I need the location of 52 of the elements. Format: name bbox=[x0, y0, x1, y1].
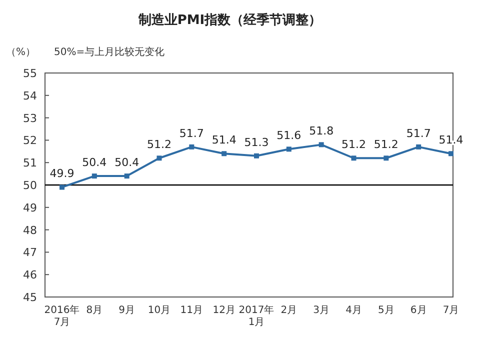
y-tick-label: 55 bbox=[23, 67, 37, 80]
y-axis-title: （%） bbox=[6, 47, 36, 58]
y-tick-label: 48 bbox=[23, 224, 37, 237]
data-label: 49.9 bbox=[50, 167, 74, 180]
point bbox=[156, 156, 162, 161]
point bbox=[416, 144, 422, 150]
point bbox=[92, 174, 97, 179]
point bbox=[189, 144, 194, 150]
data-label: 51.8 bbox=[309, 124, 334, 138]
x-tick-label: 12月 bbox=[212, 305, 236, 316]
data-label: 51.4 bbox=[212, 134, 236, 147]
x-tick-label: 3月 bbox=[313, 305, 330, 316]
x-tick-label: 5月 bbox=[378, 305, 394, 316]
data-label: 50.4 bbox=[114, 156, 140, 170]
point bbox=[124, 174, 130, 179]
x-tick-label: 10月 bbox=[148, 305, 171, 316]
point bbox=[254, 153, 259, 158]
x-tick-label: 9月 bbox=[118, 305, 136, 316]
point bbox=[60, 184, 64, 190]
y-tick-label: 46 bbox=[23, 268, 37, 282]
data-label: 51.7 bbox=[406, 126, 431, 140]
data-label: 51.7 bbox=[179, 126, 204, 140]
x-tick-label: 2月 bbox=[280, 305, 298, 316]
y-tick-label: 52 bbox=[23, 134, 37, 148]
data-label: 51.6 bbox=[276, 129, 302, 142]
point bbox=[384, 156, 389, 161]
point bbox=[318, 142, 324, 148]
y-tick-label: 51 bbox=[23, 156, 37, 170]
chart-title: 制造业PMI指数（经季节调整） bbox=[137, 12, 322, 28]
point bbox=[448, 151, 454, 156]
point bbox=[351, 156, 356, 161]
x-tick-label: 4月 bbox=[346, 305, 362, 316]
x-tick-label: 2017年 1月 bbox=[238, 304, 274, 328]
y-tick-label: 53 bbox=[23, 112, 37, 125]
y-tick-label: 50 bbox=[23, 179, 37, 192]
data-label: 51.2 bbox=[147, 138, 172, 152]
data-label: 51.2 bbox=[374, 138, 398, 152]
y-tick-label: 45 bbox=[23, 291, 37, 304]
x-tick-label: 2016年 7月 bbox=[44, 304, 80, 328]
x-tick-label: 6月 bbox=[410, 305, 427, 316]
y-tick-label: 54 bbox=[23, 89, 37, 102]
data-label: 51.2 bbox=[342, 138, 366, 152]
x-tick-label: 8月 bbox=[86, 305, 103, 316]
point bbox=[286, 146, 292, 152]
text: 50%=与上月比较无变化 bbox=[54, 46, 165, 58]
x-tick-label: 7月 bbox=[442, 305, 460, 316]
y-tick-label: 47 bbox=[23, 246, 37, 260]
point bbox=[222, 151, 227, 156]
x-tick-label: 11月 bbox=[180, 305, 204, 316]
data-label: 50.4 bbox=[82, 156, 107, 170]
data-label: 51.3 bbox=[244, 136, 269, 149]
y-tick-label: 49 bbox=[23, 201, 37, 214]
